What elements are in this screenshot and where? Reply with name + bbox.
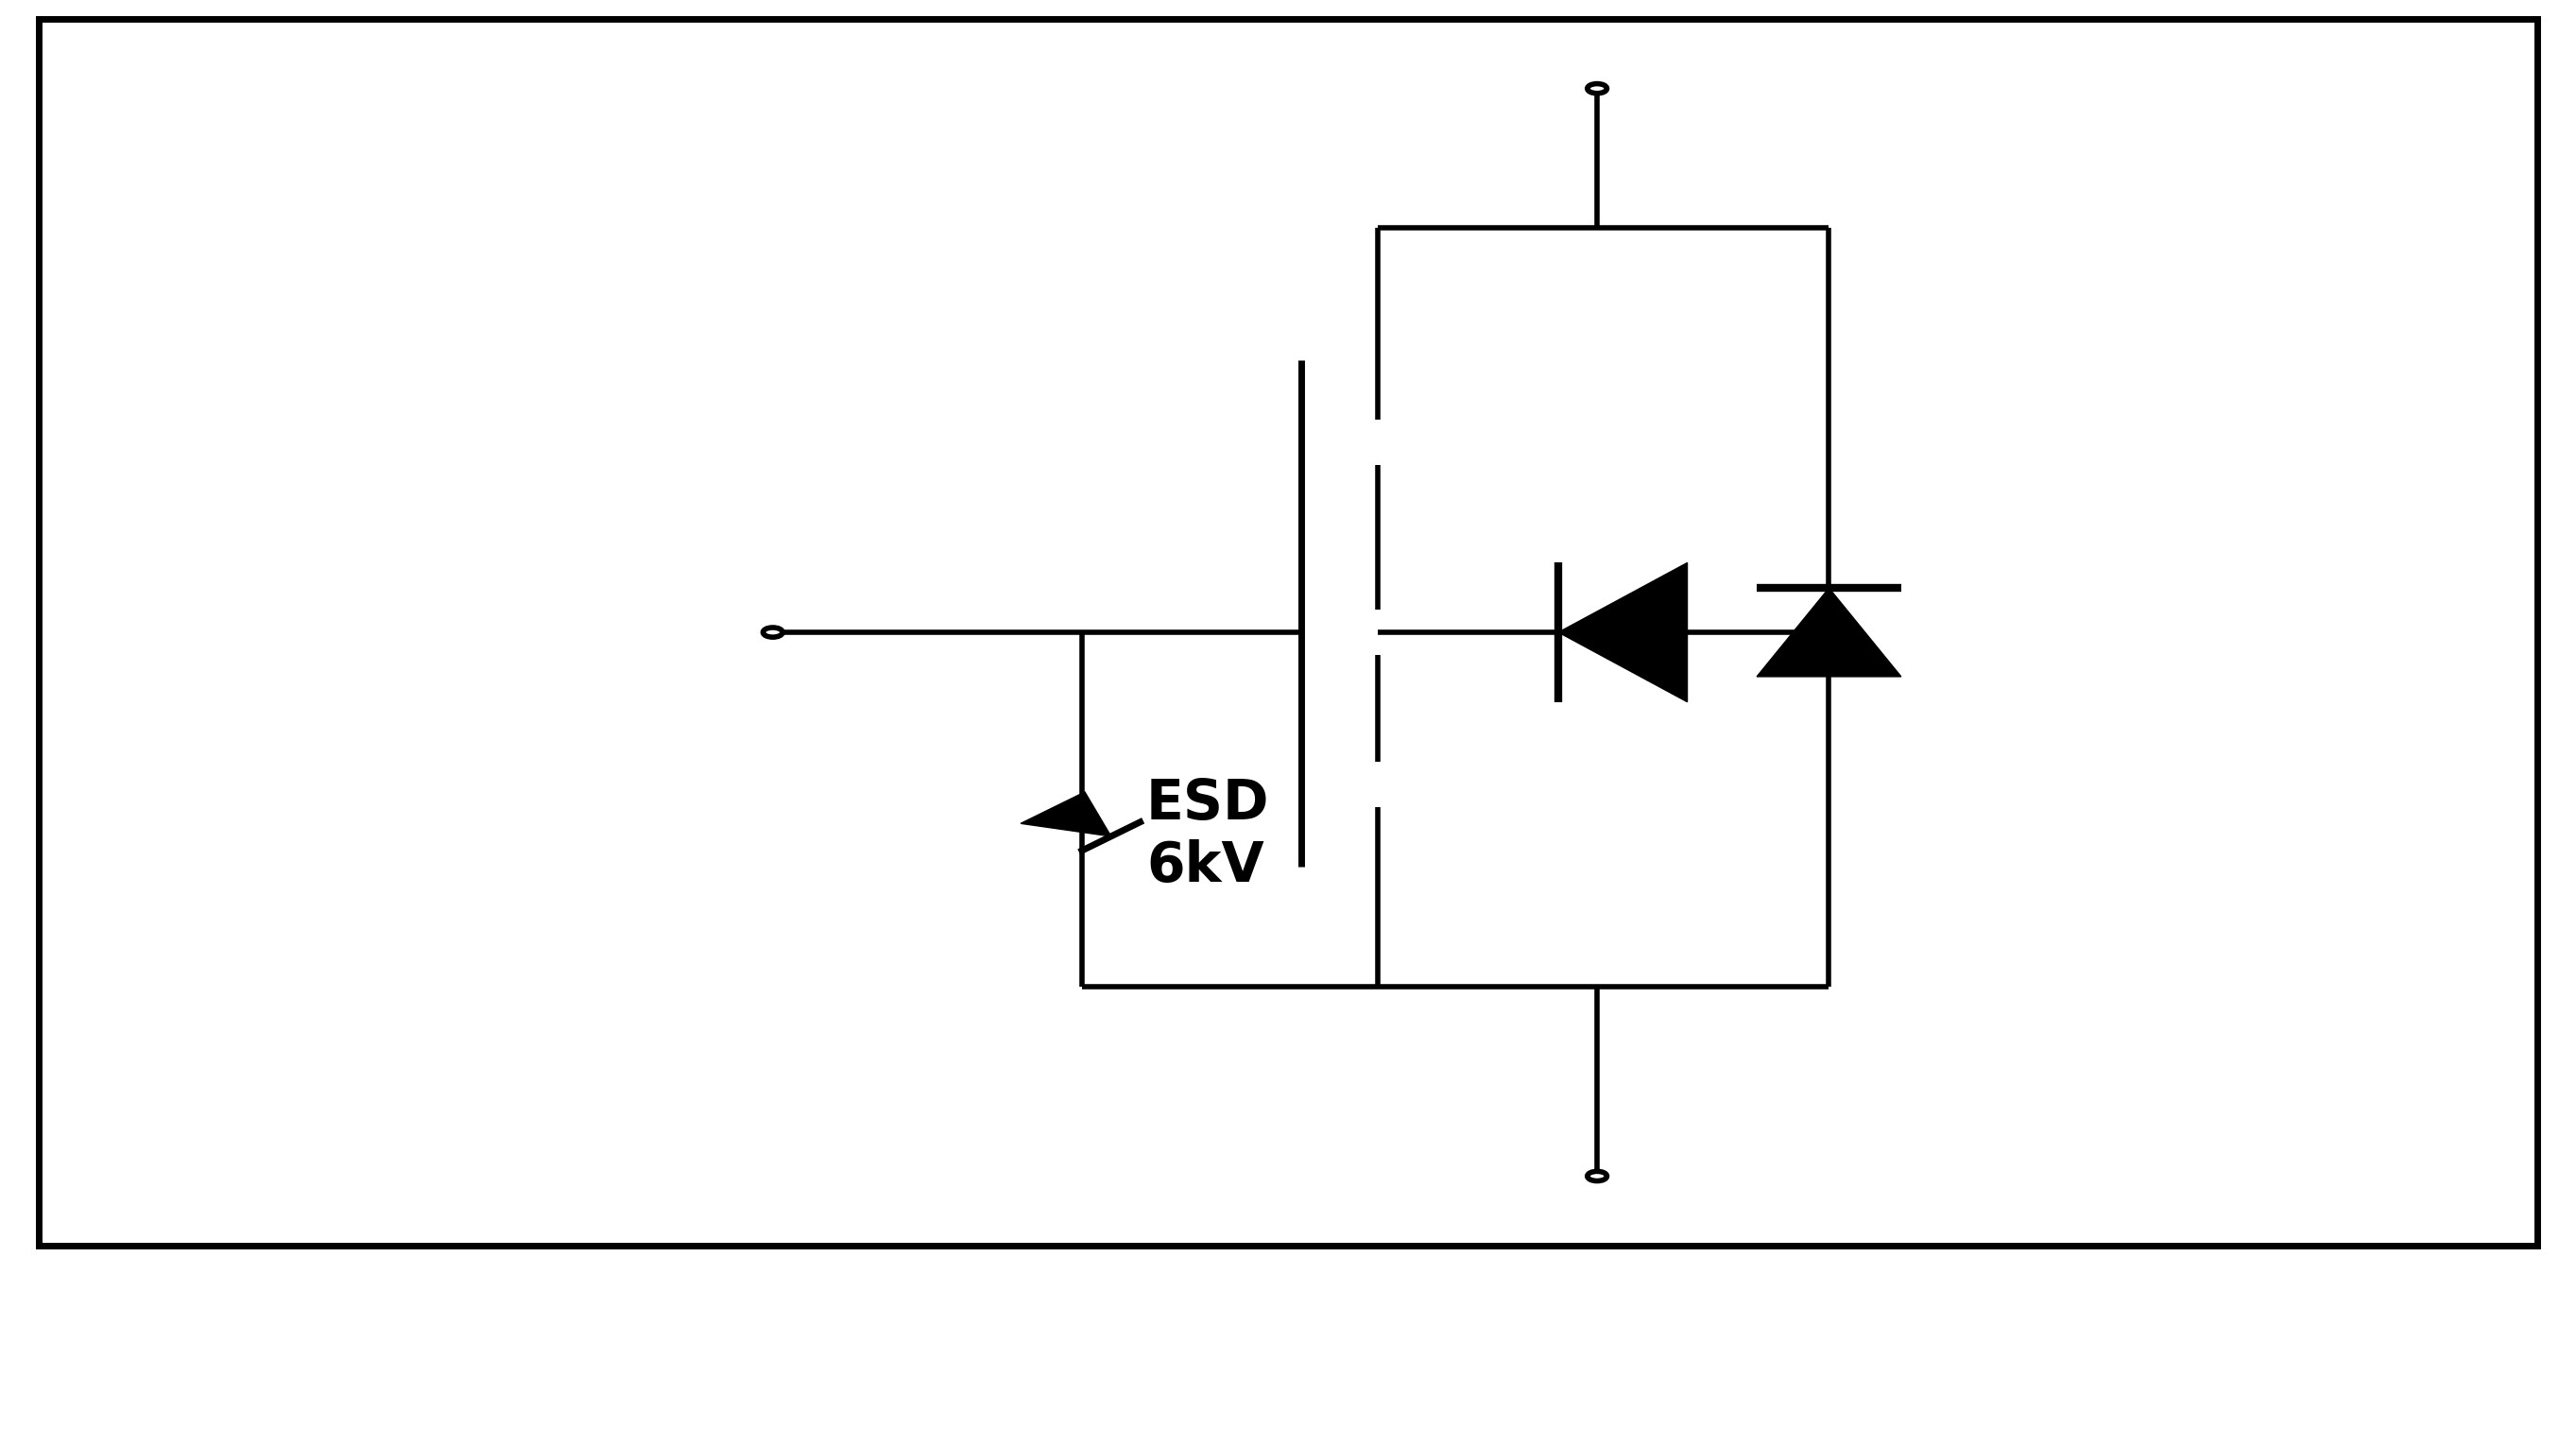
Text: ESD
6kV: ESD 6kV (1146, 776, 1270, 893)
Circle shape (1587, 1172, 1607, 1180)
Circle shape (1587, 84, 1607, 93)
Polygon shape (1558, 563, 1687, 702)
Polygon shape (1757, 589, 1901, 676)
Circle shape (762, 627, 783, 637)
Polygon shape (1020, 792, 1110, 836)
Text: ◆  Gate-Source Zener for ESD ruggedness; > 6KV Human Body Model (1oopf/1500Ohm).: ◆ Gate-Source Zener for ESD ruggedness; … (31, 1326, 1929, 1368)
